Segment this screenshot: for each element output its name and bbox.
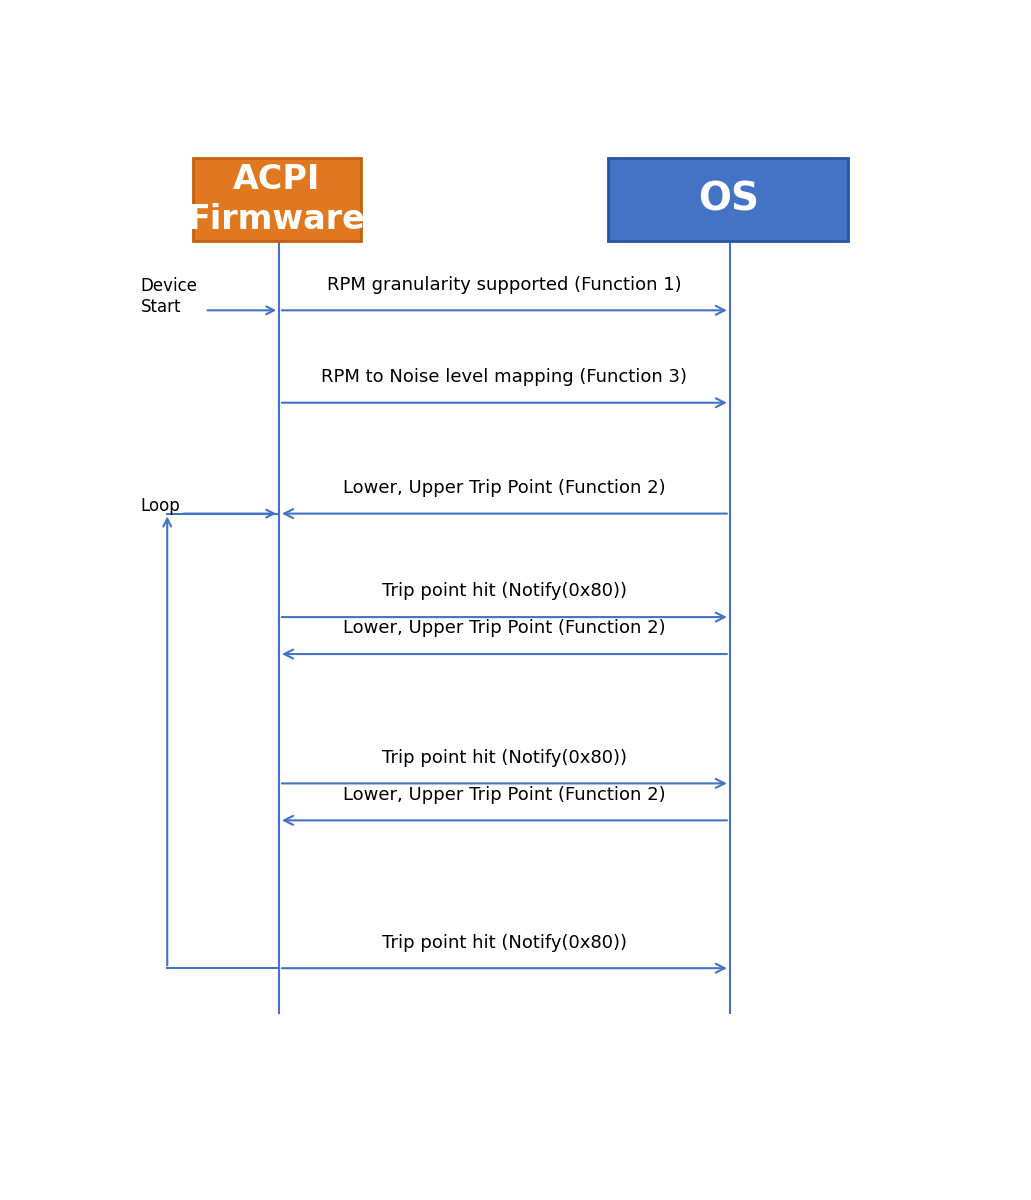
Text: Lower, Upper Trip Point (Function 2): Lower, Upper Trip Point (Function 2) [343, 479, 666, 497]
FancyBboxPatch shape [193, 158, 361, 241]
Text: RPM granularity supported (Function 1): RPM granularity supported (Function 1) [327, 276, 681, 294]
Text: ACPI
Firmware: ACPI Firmware [188, 162, 366, 236]
Text: Lower, Upper Trip Point (Function 2): Lower, Upper Trip Point (Function 2) [343, 786, 666, 804]
Text: OS: OS [698, 180, 759, 218]
Text: Device
Start: Device Start [141, 277, 198, 316]
Text: RPM to Noise level mapping (Function 3): RPM to Noise level mapping (Function 3) [322, 368, 688, 386]
Text: Trip point hit (Notify(0x80)): Trip point hit (Notify(0x80)) [381, 749, 627, 767]
Text: Trip point hit (Notify(0x80)): Trip point hit (Notify(0x80)) [381, 934, 627, 952]
Text: Lower, Upper Trip Point (Function 2): Lower, Upper Trip Point (Function 2) [343, 619, 666, 637]
FancyBboxPatch shape [608, 158, 847, 241]
Text: Trip point hit (Notify(0x80)): Trip point hit (Notify(0x80)) [381, 582, 627, 600]
Text: Loop: Loop [141, 497, 180, 515]
